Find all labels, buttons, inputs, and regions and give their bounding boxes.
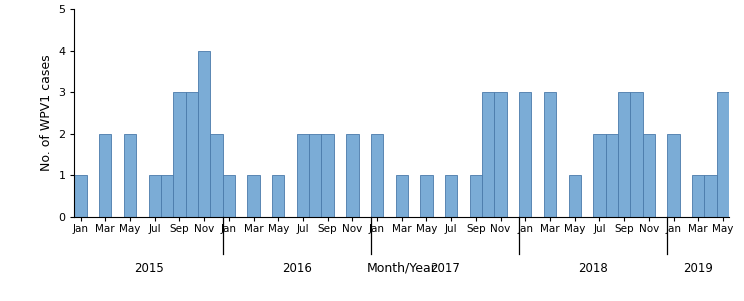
Bar <box>643 134 655 217</box>
Bar <box>99 134 112 217</box>
Bar <box>692 175 705 217</box>
Bar <box>272 175 284 217</box>
Bar <box>618 92 630 217</box>
Bar <box>420 175 433 217</box>
Bar <box>396 175 408 217</box>
Bar <box>630 92 643 217</box>
Bar <box>606 134 618 217</box>
Bar <box>705 175 716 217</box>
Bar <box>469 175 482 217</box>
Text: 2019: 2019 <box>683 262 713 275</box>
Bar <box>445 175 458 217</box>
Bar <box>173 92 185 217</box>
Text: 2017: 2017 <box>430 262 460 275</box>
Bar <box>222 175 235 217</box>
Bar <box>716 92 729 217</box>
X-axis label: Month/Year: Month/Year <box>367 262 437 275</box>
Text: 2015: 2015 <box>134 262 164 275</box>
Bar <box>124 134 136 217</box>
Bar <box>309 134 321 217</box>
Bar <box>297 134 309 217</box>
Bar <box>346 134 359 217</box>
Bar <box>371 134 383 217</box>
Bar <box>161 175 173 217</box>
Bar <box>519 92 531 217</box>
Bar <box>185 92 198 217</box>
Text: 2018: 2018 <box>578 262 608 275</box>
Bar <box>74 175 87 217</box>
Bar <box>149 175 161 217</box>
Bar <box>544 92 557 217</box>
Bar <box>568 175 581 217</box>
Bar <box>198 51 211 217</box>
Y-axis label: No. of WPV1 cases: No. of WPV1 cases <box>39 54 53 171</box>
Bar <box>321 134 334 217</box>
Bar <box>495 92 507 217</box>
Bar <box>211 134 222 217</box>
Bar <box>593 134 606 217</box>
Bar <box>482 92 495 217</box>
Bar <box>247 175 260 217</box>
Bar <box>667 134 680 217</box>
Text: 2016: 2016 <box>282 262 312 275</box>
